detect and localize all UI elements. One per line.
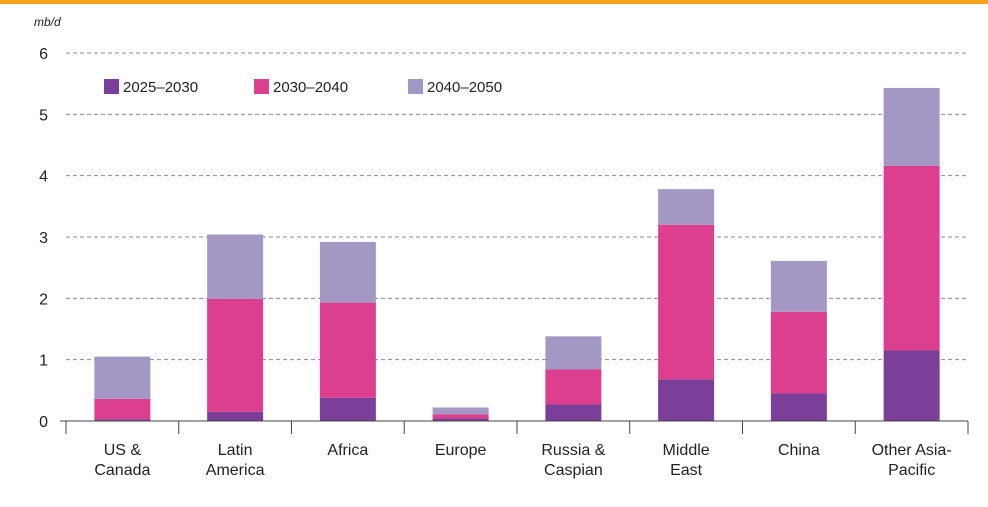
x-category-label-line: Caspian [544, 462, 603, 479]
x-category-label-line: Canada [94, 462, 150, 479]
x-category-label: US & Canada [94, 442, 150, 479]
y-tick-label: 5 [39, 107, 48, 124]
x-category-label-line: Middle [663, 442, 710, 459]
bar-segment [432, 407, 489, 415]
bar-segment [545, 404, 602, 421]
x-category-label-line: Latin [218, 442, 253, 459]
bar-segment [207, 298, 264, 412]
y-tick-label: 0 [39, 414, 48, 431]
bar-segment [770, 393, 827, 421]
x-axis-labels: US & Canada Latin America Africa Europe Russia… [94, 442, 951, 479]
bar-segment [658, 189, 715, 225]
x-category-label-line: Russia & [541, 442, 605, 459]
x-category-label: China [778, 442, 820, 459]
bar-segment [432, 418, 489, 421]
x-category-label-line: East [670, 462, 703, 479]
bar-segment [658, 224, 715, 380]
bar-segment [319, 397, 376, 421]
x-category-label-line: America [206, 462, 265, 479]
bar-segment [94, 419, 151, 421]
x-category-label-line: Other Asia- [872, 442, 952, 459]
bar-segment [658, 379, 715, 421]
x-category-label: Africa [327, 442, 368, 459]
title-strip [0, 0, 988, 4]
bar-segment [319, 241, 376, 303]
bar-segment [545, 369, 602, 405]
y-tick-label: 3 [39, 230, 48, 247]
x-category-label: Latin America [206, 442, 265, 479]
gridlines [66, 52, 968, 361]
legend-swatch [254, 79, 269, 94]
y-tick-label: 1 [39, 353, 48, 370]
bar-segment [770, 311, 827, 394]
legend-label: 2040–2050 [427, 79, 502, 96]
y-tick-label: 6 [39, 46, 48, 63]
bar-segment [94, 356, 151, 399]
bar-segment [319, 302, 376, 398]
x-category-label: Middle East [663, 442, 710, 479]
x-category-label-line: Pacific [888, 462, 935, 479]
legend-label: 2030–2040 [273, 79, 348, 96]
bar-segment [432, 414, 489, 419]
bar-segment [94, 398, 151, 420]
x-category-label-line: Africa [327, 442, 368, 459]
x-category-label-line: Europe [435, 442, 487, 459]
legend-swatch [104, 79, 119, 94]
y-tick-label: 4 [39, 169, 48, 186]
bar-segment [207, 411, 264, 421]
y-unit-label: mb/d [34, 15, 61, 29]
x-category-label-line: China [778, 442, 820, 459]
bar-segment [883, 165, 940, 351]
bar-segment [545, 336, 602, 370]
bar-segment [207, 234, 264, 299]
bars [94, 87, 940, 421]
legend-label: 2025–2030 [123, 79, 198, 96]
legend-swatch [408, 79, 423, 94]
x-category-label: Other Asia- Pacific [872, 442, 952, 479]
y-axis-ticks: 0 1 2 3 4 5 6 [39, 46, 48, 431]
y-tick-label: 2 [39, 291, 48, 308]
bar-segment [883, 350, 940, 421]
x-axis [60, 420, 969, 434]
bar-segment [770, 260, 827, 312]
legend: 2025–2030 2030–2040 2040–2050 [104, 79, 502, 96]
bar-segment [883, 87, 940, 166]
x-category-label: Russia & Caspian [541, 442, 605, 479]
x-category-label-line: US & [104, 442, 142, 459]
x-category-label: Europe [435, 442, 487, 459]
